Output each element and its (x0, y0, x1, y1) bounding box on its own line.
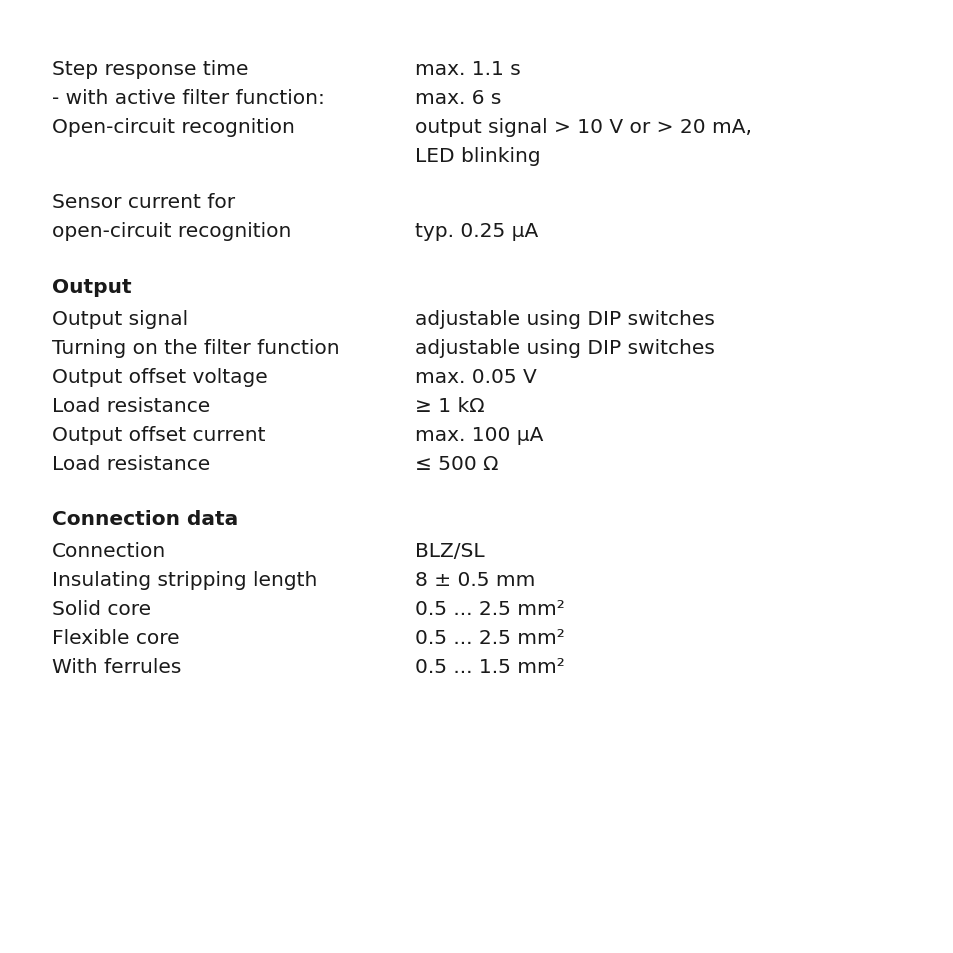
Text: Connection data: Connection data (52, 510, 238, 529)
Text: 0.5 ... 2.5 mm²: 0.5 ... 2.5 mm² (415, 599, 564, 618)
Text: Load resistance: Load resistance (52, 396, 210, 416)
Text: Connection: Connection (52, 541, 166, 560)
Text: 0.5 ... 2.5 mm²: 0.5 ... 2.5 mm² (415, 628, 564, 647)
Text: Sensor current for: Sensor current for (52, 193, 234, 212)
Text: Open-circuit recognition: Open-circuit recognition (52, 118, 294, 137)
Text: 0.5 ... 1.5 mm²: 0.5 ... 1.5 mm² (415, 658, 564, 677)
Text: output signal > 10 V or > 20 mA,: output signal > 10 V or > 20 mA, (415, 118, 751, 137)
Text: open-circuit recognition: open-circuit recognition (52, 222, 291, 241)
Text: max. 1.1 s: max. 1.1 s (415, 60, 520, 79)
Text: - with active filter function:: - with active filter function: (52, 89, 325, 108)
Text: With ferrules: With ferrules (52, 658, 181, 677)
Text: adjustable using DIP switches: adjustable using DIP switches (415, 338, 714, 357)
Text: LED blinking: LED blinking (415, 147, 540, 166)
Text: max. 6 s: max. 6 s (415, 89, 501, 108)
Text: ≤ 500 Ω: ≤ 500 Ω (415, 455, 498, 474)
Text: ≥ 1 kΩ: ≥ 1 kΩ (415, 396, 484, 416)
Text: max. 0.05 V: max. 0.05 V (415, 368, 537, 387)
Text: Output offset voltage: Output offset voltage (52, 368, 268, 387)
Text: Solid core: Solid core (52, 599, 151, 618)
Text: Output signal: Output signal (52, 310, 188, 329)
Text: Step response time: Step response time (52, 60, 248, 79)
Text: Flexible core: Flexible core (52, 628, 179, 647)
Text: Output: Output (52, 277, 132, 296)
Text: Turning on the filter function: Turning on the filter function (52, 338, 339, 357)
Text: Load resistance: Load resistance (52, 455, 210, 474)
Text: BLZ/SL: BLZ/SL (415, 541, 484, 560)
Text: typ. 0.25 μA: typ. 0.25 μA (415, 222, 537, 241)
Text: Insulating stripping length: Insulating stripping length (52, 571, 317, 589)
Text: 8 ± 0.5 mm: 8 ± 0.5 mm (415, 571, 535, 589)
Text: max. 100 μA: max. 100 μA (415, 426, 543, 444)
Text: Output offset current: Output offset current (52, 426, 265, 444)
Text: adjustable using DIP switches: adjustable using DIP switches (415, 310, 714, 329)
